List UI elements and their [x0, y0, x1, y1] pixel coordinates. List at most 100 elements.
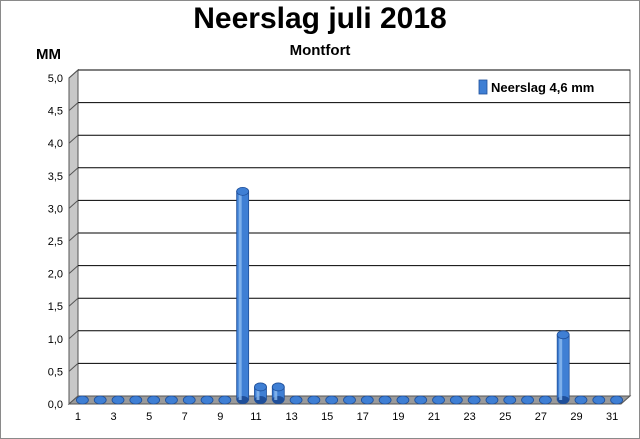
bar-zero: [343, 395, 356, 405]
bar-zero: [218, 395, 232, 405]
y-tick-label: 1,5: [48, 301, 63, 313]
bar: [76, 395, 89, 405]
bar-zero: [307, 395, 321, 405]
grid-line-side: [68, 297, 79, 307]
y-tick-label: 3,5: [48, 171, 63, 183]
y-tick-label: 3,0: [48, 203, 63, 215]
grid-lines: [68, 69, 630, 372]
x-tick-label: 15: [321, 411, 333, 423]
y-tick-label: 1,0: [48, 334, 63, 346]
bar-body: [556, 334, 570, 401]
bar: [538, 395, 552, 405]
bar-zero: [592, 395, 606, 405]
bar-zero: [147, 395, 161, 405]
bar: [271, 382, 285, 404]
bar-body: [236, 190, 250, 401]
bar: [325, 395, 339, 405]
x-tick-label: 7: [182, 411, 188, 423]
bar-zero: [182, 395, 196, 405]
bar-zero: [325, 395, 339, 405]
bar: [485, 395, 499, 405]
bar: [236, 186, 250, 404]
bar: [165, 395, 178, 405]
bar: [182, 395, 196, 405]
bar-zero: [610, 395, 623, 405]
x-tick-label: 9: [217, 411, 223, 423]
bar: [432, 395, 445, 405]
bar-top: [236, 186, 250, 196]
bar: [200, 395, 214, 405]
bar: [218, 395, 232, 405]
bar-zero: [449, 395, 463, 405]
bar-highlight: [274, 386, 278, 400]
bar-zero: [485, 395, 499, 405]
bar: [360, 395, 374, 405]
bar: [414, 395, 428, 405]
x-tick-label: 31: [606, 411, 618, 423]
bar: [93, 395, 107, 405]
x-tick-label: 11: [250, 411, 261, 423]
bar: [503, 395, 517, 405]
grid-line-side: [68, 102, 79, 111]
bar-zero: [467, 395, 481, 405]
grid-line-side: [68, 200, 79, 209]
y-tick-label: 5,0: [48, 73, 63, 85]
x-tick-label: 3: [110, 411, 116, 423]
x-tick-label: 27: [535, 411, 547, 423]
y-tick-labels: 0,0 0,5 1,0 1,5 2,0 2,5 3,0 3,5 4,0 4,5 5,0: [48, 73, 63, 411]
legend: Neerslag 4,6 mm: [478, 79, 594, 95]
x-tick-label: 5: [146, 411, 152, 423]
bar-zero: [93, 395, 107, 405]
x-tick-label: 23: [464, 411, 476, 423]
plot-walls: [67, 68, 632, 406]
bar-base: [557, 396, 570, 404]
legend-swatch: [478, 79, 488, 95]
bar-highlight: [256, 386, 260, 400]
bar: [254, 382, 267, 404]
y-axis-label: MM: [36, 46, 61, 63]
legend-label: Neerslag 4,6 mm: [491, 80, 594, 95]
bar: [449, 395, 463, 405]
bar: [396, 395, 410, 405]
bar: [129, 395, 143, 405]
bar-zero: [432, 395, 445, 405]
y-tick-label: 2,0: [48, 269, 63, 281]
bar-zero: [396, 395, 410, 405]
bar: [343, 395, 356, 405]
bar-zero: [521, 395, 534, 405]
x-tick-label: 1: [75, 411, 81, 423]
bar-zero: [378, 395, 392, 405]
y-tick-label: 0,5: [48, 366, 63, 378]
grid-line-side: [68, 363, 79, 372]
chart-title: Neerslag juli 2018: [193, 2, 447, 35]
bar-zero: [414, 395, 428, 405]
grid-line-side: [68, 232, 79, 242]
bar: [378, 395, 392, 405]
bar: [592, 395, 606, 405]
y-tick-label: 0,0: [48, 399, 63, 411]
x-tick-label: 21: [428, 411, 440, 423]
x-tick-label: 19: [392, 411, 404, 423]
x-tick-label: 25: [499, 411, 511, 423]
bar-zero: [129, 395, 143, 405]
bar-zero: [289, 395, 303, 405]
x-tick-label: 13: [285, 411, 297, 423]
bar-highlight: [238, 191, 242, 400]
bar-zero: [360, 395, 374, 405]
bar-zero: [503, 395, 517, 405]
bar: [307, 395, 321, 405]
bar-zero: [200, 395, 214, 405]
bar-highlight: [559, 334, 563, 400]
bar-top: [556, 330, 570, 340]
bar-zero: [574, 395, 588, 405]
chart-subtitle: Montfort: [289, 42, 351, 59]
bar: [111, 395, 125, 405]
bar: [610, 395, 623, 405]
bar-zero: [165, 395, 178, 405]
grid-line-side: [68, 134, 79, 144]
x-tick-label: 29: [570, 411, 582, 423]
bar-zero: [76, 395, 89, 405]
bar-zero: [111, 395, 125, 405]
bar-zero: [538, 395, 552, 405]
bar: [556, 330, 570, 404]
